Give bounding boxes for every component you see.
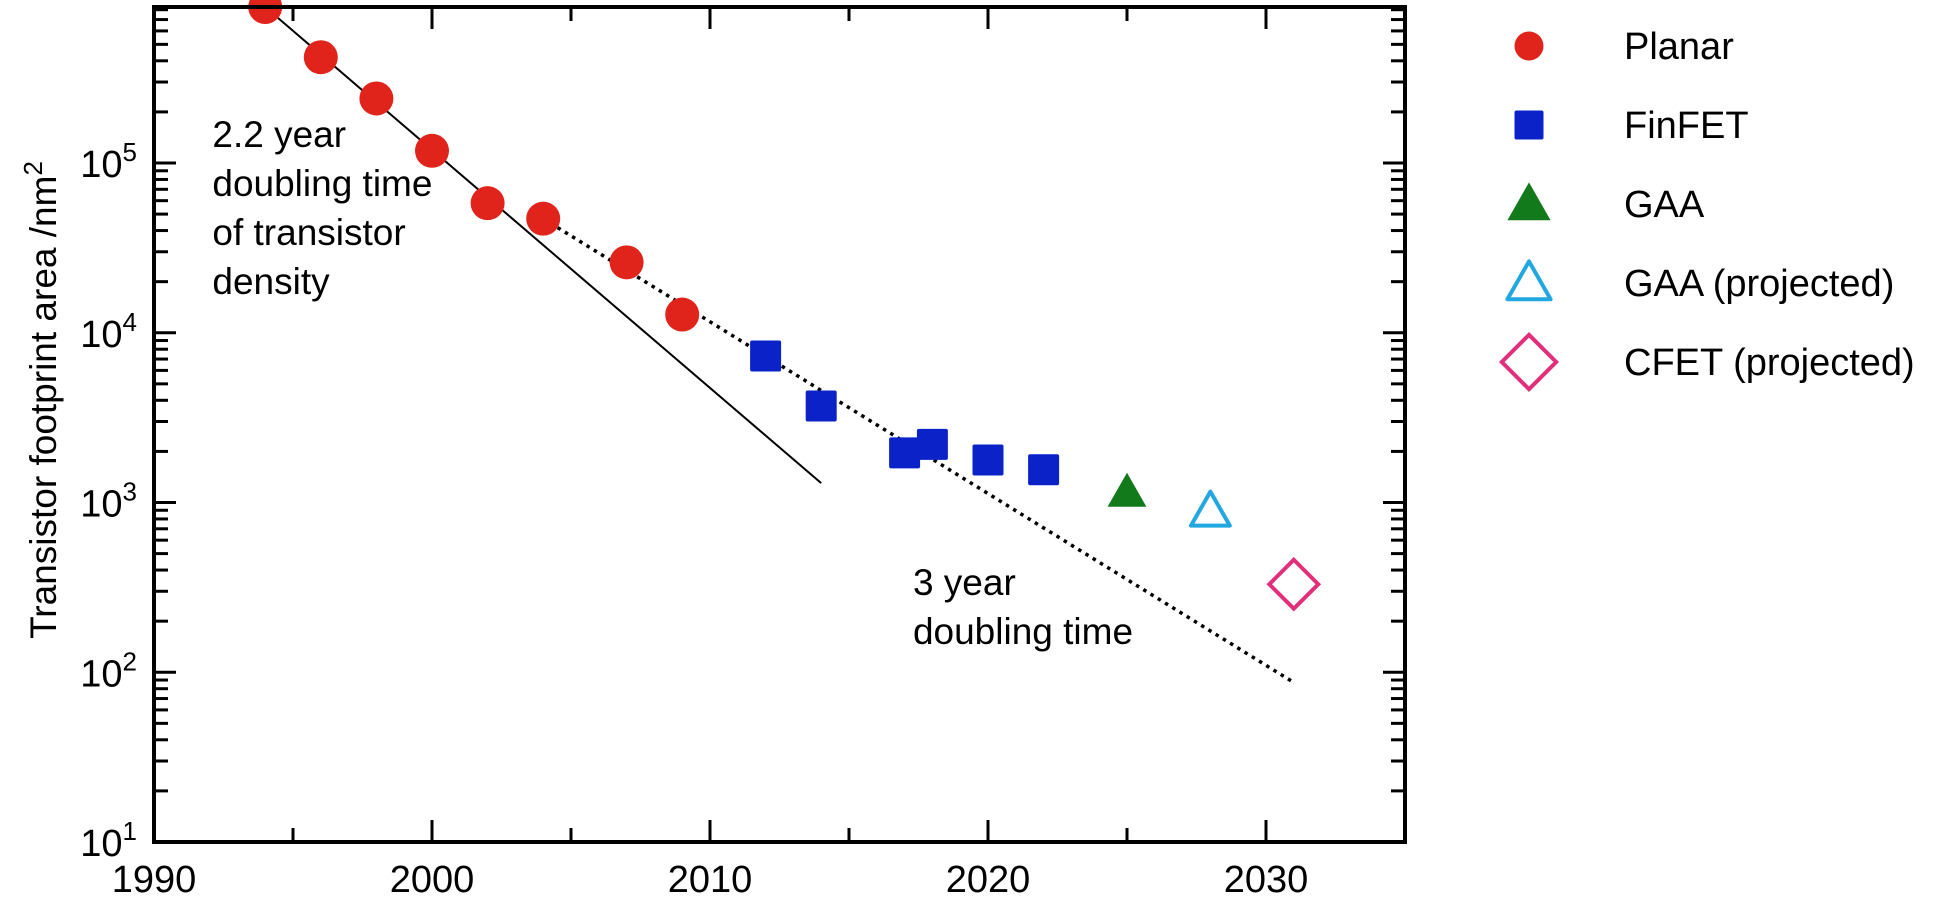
annotations: 2.2 year doubling time of transistor densit… [212, 114, 1133, 652]
series-planar [248, 0, 700, 332]
annotation-line: doubling time [212, 163, 432, 204]
legend-label: Planar [1624, 26, 1734, 68]
legend-marker-square-icon [1514, 110, 1544, 140]
legend-item-finfet: FinFET [1514, 105, 1749, 147]
y-axis-label-text: Transistor footprint area /nm [23, 176, 64, 639]
data-point-planar [248, 0, 283, 24]
trend-line-3yr-dotted [542, 217, 1295, 685]
x-tick-label: 2030 [1224, 859, 1309, 901]
y-tick-label: 104 [80, 307, 137, 356]
data-point-gaa-projected [1188, 489, 1232, 528]
data-point-finfet [1028, 454, 1060, 486]
y-tick-label-base: 10 [80, 823, 122, 865]
data-markers [248, 0, 1322, 612]
data-point-planar [415, 133, 449, 168]
data-point-planar [665, 297, 700, 332]
y-axis-label-superscript: 2 [18, 161, 48, 175]
trend-line-2.2yr-solid [264, 6, 822, 484]
plot-frame [152, 5, 1407, 844]
series-finfet [750, 340, 1060, 486]
y-tick-label-exponent: 1 [123, 816, 137, 846]
annotation-line: doubling time [913, 611, 1133, 652]
legend-label: GAA (projected) [1624, 263, 1894, 305]
x-tick-label: 2020 [946, 859, 1031, 901]
y-tick-label: 103 [80, 477, 137, 526]
y-tick-label-base: 10 [80, 653, 122, 695]
data-point-planar [526, 201, 561, 236]
series-cfet-projected [1266, 556, 1322, 612]
y-tick-label-base: 10 [80, 484, 122, 526]
plot-border [152, 5, 1407, 844]
legend-marker-triangle-icon [1505, 259, 1553, 302]
data-point-cfet-projected [1266, 556, 1322, 612]
legend-item-cfet-projected: CFET (projected) [1498, 331, 1915, 393]
legend-item-gaa: GAA [1507, 182, 1705, 226]
annotation-line: 3 year [913, 562, 1016, 603]
y-tick-label-base: 10 [80, 314, 122, 356]
data-point-finfet [889, 437, 921, 469]
y-axis-label: Transistor footprint area /nm2 [18, 161, 64, 639]
legend: Planar FinFET GAA GAA (projected) CFET (proj… [1498, 26, 1915, 393]
x-tick-label: 2010 [668, 859, 753, 901]
y-tick-label-exponent: 2 [123, 646, 137, 676]
series-gaa [1107, 472, 1147, 507]
data-point-finfet [750, 340, 782, 372]
data-point-planar [609, 245, 644, 280]
y-tick-label-exponent: 4 [123, 307, 137, 337]
data-point-finfet [972, 444, 1004, 476]
legend-label: GAA [1624, 184, 1705, 226]
y-tick-label-exponent: 5 [123, 137, 137, 167]
x-tick-label: 1990 [112, 859, 197, 901]
legend-label: FinFET [1624, 105, 1749, 147]
annotation-finfet-trend: 3 year doubling time [913, 562, 1133, 652]
annotation-line: density [212, 261, 330, 302]
data-point-finfet [916, 428, 948, 460]
y-tick-label: 102 [80, 646, 137, 695]
legend-item-gaa-projected: GAA (projected) [1505, 259, 1894, 305]
legend-marker-circle-icon [1514, 31, 1544, 61]
trend-lines [264, 6, 1295, 685]
y-tick-label: 101 [80, 816, 137, 865]
series-gaa-projected [1188, 489, 1232, 528]
annotation-line: of transistor [212, 212, 405, 253]
legend-label: CFET (projected) [1624, 342, 1915, 384]
legend-marker-diamond-icon [1498, 331, 1560, 393]
y-tick-label: 105 [80, 137, 137, 186]
y-tick-label-base: 10 [80, 144, 122, 186]
annotation-line: 2.2 year [212, 114, 346, 155]
x-tick-label: 2000 [390, 859, 475, 901]
y-tick-label-exponent: 3 [123, 477, 137, 507]
data-point-gaa [1107, 472, 1147, 507]
data-point-planar [359, 81, 394, 116]
annotation-planar-trend: 2.2 year doubling time of transistor densit… [212, 114, 432, 302]
legend-item-planar: Planar [1514, 26, 1734, 68]
data-point-planar [470, 186, 505, 221]
data-point-finfet [805, 390, 837, 422]
legend-marker-triangle-icon [1507, 182, 1551, 221]
data-point-planar [303, 40, 338, 75]
